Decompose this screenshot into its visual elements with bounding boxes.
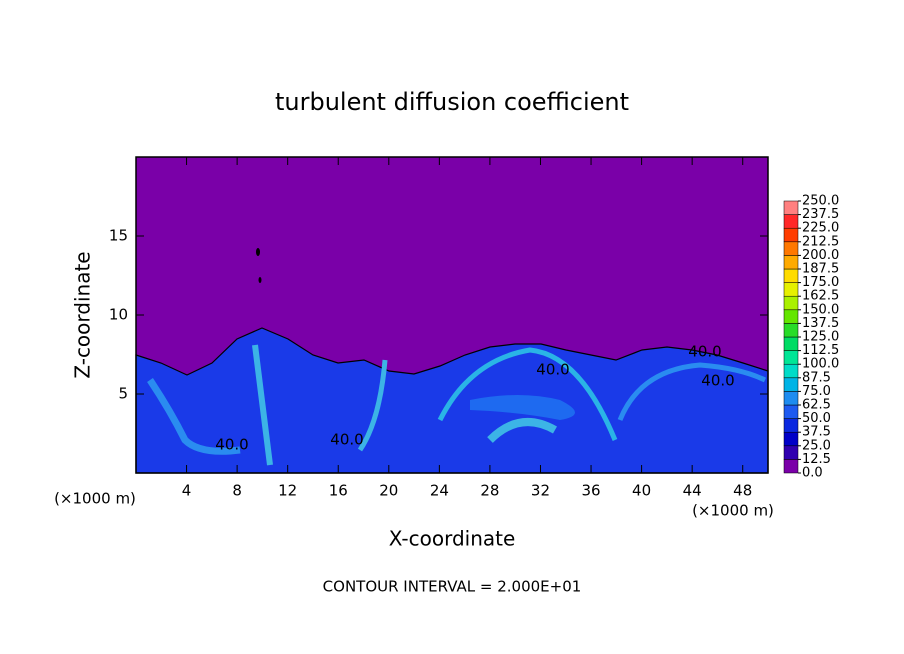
x-unit-label: (×1000 m) [692, 502, 774, 520]
colorbar-label: 75.0 [802, 384, 831, 399]
colorbar-cell [783, 404, 799, 419]
colorbar-cell [783, 214, 799, 229]
colorbar-cell [783, 418, 799, 433]
colorbar-label: 112.5 [802, 343, 839, 358]
colorbar-cell [783, 445, 799, 460]
x-tick-label: 40 [632, 482, 651, 500]
colorbar-cell [783, 227, 799, 243]
footer-note: CONTOUR INTERVAL = 2.000E+01 [323, 578, 582, 596]
field-patch [470, 395, 575, 420]
field-streak [437, 347, 618, 441]
colorbar-label: 212.5 [802, 234, 839, 249]
colorbar-label: 125.0 [802, 330, 839, 345]
contour-label: 40.0 [688, 343, 721, 361]
x-tick-label: 36 [581, 482, 600, 500]
colorbar-label: 237.5 [802, 207, 839, 222]
field-dot [258, 277, 262, 283]
colorbar-label: 25.0 [802, 438, 831, 453]
colorbar-label: 100.0 [802, 357, 839, 372]
colorbar-cell [783, 200, 799, 215]
field-streak [147, 378, 241, 455]
colorbar-cell [783, 377, 799, 392]
colorbar-cell [783, 459, 799, 474]
colorbar-cell [783, 268, 799, 283]
field-streak [617, 362, 767, 421]
contour-label: 40.0 [701, 372, 734, 390]
field [135, 248, 769, 474]
colorbar-cell [783, 323, 799, 338]
x-tick-label: 12 [278, 482, 297, 500]
x-unit-label: (×1000 m) [54, 490, 136, 508]
colorbar-label: 250.0 [802, 194, 839, 209]
colorbar-cell [783, 431, 799, 447]
field-streak [252, 344, 273, 466]
y-tick-label: 10 [109, 306, 128, 324]
colorbar-cell [783, 295, 799, 311]
colorbar-cell [783, 350, 799, 365]
colorbar-label: 187.5 [802, 262, 839, 277]
x-tick-label: 16 [329, 482, 348, 500]
x-tick-label: 48 [733, 482, 752, 500]
x-tick-label: 4 [182, 482, 192, 500]
y-axis-label: Z-coordinate [71, 251, 95, 378]
colorbar-label: 225.0 [802, 221, 839, 236]
colorbar-label: 0.0 [802, 466, 823, 481]
x-tick-label: 44 [683, 482, 702, 500]
colorbar-label: 12.5 [802, 452, 831, 467]
y-tick-label: 15 [109, 227, 128, 245]
colorbar-label: 200.0 [802, 248, 839, 263]
field-dot [256, 248, 260, 256]
colorbar-cell [783, 363, 799, 379]
contour-label: 40.0 [536, 361, 569, 379]
colorbar-label: 137.5 [802, 316, 839, 331]
colorbar-cell [783, 309, 799, 324]
colorbar-label: 62.5 [802, 398, 831, 413]
contour-label: 40.0 [330, 431, 363, 449]
colorbar-cell [783, 336, 799, 351]
x-tick-label: 8 [232, 482, 242, 500]
colorbar-label: 87.5 [802, 370, 831, 385]
colorbar-label: 175.0 [802, 275, 839, 290]
colorbar-cell [783, 391, 799, 406]
x-tick-label: 20 [379, 482, 398, 500]
colorbar-label: 150.0 [802, 302, 839, 317]
x-tick-label: 32 [531, 482, 550, 500]
colorbar-cell [783, 255, 799, 270]
colorbar-label: 50.0 [802, 411, 831, 426]
x-axis-label: X-coordinate [389, 527, 516, 551]
colorbar-cell [783, 282, 799, 297]
chart-title: turbulent diffusion coefficient [275, 88, 629, 116]
colorbar-label: 37.5 [802, 425, 831, 440]
y-tick-label: 5 [118, 385, 128, 403]
contour-label: 40.0 [215, 436, 248, 454]
colorbar-label: 162.5 [802, 289, 839, 304]
x-tick-label: 24 [430, 482, 449, 500]
field-streak [487, 418, 557, 443]
colorbar-cell [783, 241, 799, 256]
field-streak [357, 359, 388, 452]
x-tick-label: 28 [480, 482, 499, 500]
